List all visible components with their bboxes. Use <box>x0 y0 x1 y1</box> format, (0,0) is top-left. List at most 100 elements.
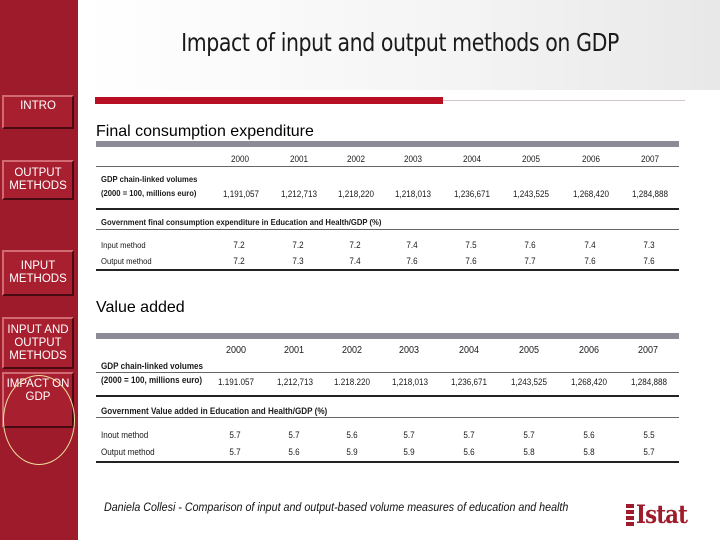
output-method-value: 5.7 <box>643 447 655 457</box>
input-method-value: 7.4 <box>406 240 418 250</box>
input-method-value: 5.6 <box>583 430 595 440</box>
output-method-value: 7.4 <box>349 256 361 266</box>
output-method-label: Output method <box>101 447 155 457</box>
year-header: 2003 <box>403 154 423 164</box>
year-header: 2006 <box>581 154 601 164</box>
year-header: 2005 <box>521 154 541 164</box>
consumption-table: 2000 2001 2002 2003 2004 2005 2006 2007 … <box>96 140 679 272</box>
table-header-bar <box>96 141 679 147</box>
input-method-value: 7.4 <box>584 240 596 250</box>
year-header: 2006 <box>578 345 600 356</box>
output-method-value: 5.9 <box>346 447 358 457</box>
section-heading-consumption: Final consumption expenditure <box>96 123 314 140</box>
nav-impact-on-gdp-button[interactable]: IMPACT ON GDP <box>2 372 74 428</box>
gdp-unit-label: (2000 = 100, millions euro) <box>101 188 197 198</box>
title-divider <box>443 100 685 101</box>
year-header: 2007 <box>637 345 659 356</box>
table-rule <box>96 229 679 230</box>
table-rule <box>96 417 679 418</box>
istat-logo-mark <box>626 504 634 526</box>
input-method-value: 5.5 <box>643 430 655 440</box>
output-method-value: 7.3 <box>292 256 304 266</box>
year-header: 2004 <box>462 154 482 164</box>
table-rule <box>96 208 679 210</box>
year-header: 2000 <box>230 154 250 164</box>
table-rule <box>96 166 679 167</box>
input-method-value: 7.3 <box>643 240 655 250</box>
gdp-value: 1,236,671 <box>453 189 491 199</box>
input-method-value: 5.7 <box>403 430 415 440</box>
section-heading-value-added: Value added <box>96 299 185 316</box>
gdp-unit-label: (2000 = 100, millions euro) <box>101 375 203 385</box>
input-method-value: 5.7 <box>523 430 535 440</box>
gdp-value: 1,284,888 <box>630 377 668 387</box>
gdp-value: 1,191,057 <box>222 189 260 199</box>
output-method-value: 5.6 <box>463 447 475 457</box>
input-method-value: 5.7 <box>288 430 300 440</box>
title-background <box>80 0 720 90</box>
year-header: 2002 <box>341 345 363 356</box>
nav-input-and-output-methods-button[interactable]: INPUT AND OUTPUT METHODS <box>2 317 74 369</box>
gdp-label: GDP chain-linked volumes <box>101 361 204 371</box>
input-method-value: 7.2 <box>233 240 245 250</box>
gdp-value: 1.218.220 <box>333 377 371 387</box>
year-header: 2001 <box>283 345 305 356</box>
output-method-value: 7.6 <box>643 256 655 266</box>
output-method-value: 7.6 <box>406 256 418 266</box>
gdp-value: 1,212,713 <box>280 189 318 199</box>
gdp-value: 1,218,220 <box>337 189 375 199</box>
input-method-value: 5.7 <box>463 430 475 440</box>
gdp-value: 1,212,713 <box>276 377 314 387</box>
nav-output-methods-button[interactable]: OUTPUT METHODS <box>2 160 74 200</box>
share-label: Government Value added in Education and … <box>101 406 328 416</box>
input-method-value: 7.5 <box>465 240 477 250</box>
year-header: 2001 <box>289 154 309 164</box>
value-added-table: 2000 2001 2002 2003 2004 2005 2006 2007 … <box>96 333 679 465</box>
year-header: 2007 <box>640 154 660 164</box>
title-accent-bar <box>95 97 443 104</box>
year-header: 2002 <box>346 154 366 164</box>
footer-citation: Daniela Collesi - Comparison of input an… <box>104 502 569 514</box>
output-method-value: 7.7 <box>524 256 536 266</box>
output-method-value: 5.8 <box>583 447 595 457</box>
sidebar: INTRO OUTPUT METHODS INPUT METHODS INPUT… <box>0 0 78 540</box>
gdp-value: 1,268,420 <box>570 377 608 387</box>
gdp-value: 1,218,013 <box>391 377 429 387</box>
input-method-value: 5.6 <box>346 430 358 440</box>
input-method-value: 5.7 <box>229 430 241 440</box>
table-rule <box>96 461 679 463</box>
year-header: 2005 <box>518 345 540 356</box>
gdp-value: 1,284,888 <box>631 189 669 199</box>
output-method-value: 7.6 <box>465 256 477 266</box>
gdp-value: 1,218,013 <box>394 189 432 199</box>
table-header-bar <box>96 333 679 339</box>
input-method-value: 7.2 <box>292 240 304 250</box>
input-method-value: 7.2 <box>349 240 361 250</box>
output-method-value: 5.9 <box>403 447 415 457</box>
gdp-value: 1.191.057 <box>217 377 255 387</box>
input-method-label: Inout method <box>101 430 149 440</box>
gdp-value: 1,236,671 <box>450 377 488 387</box>
nav-input-methods-button[interactable]: INPUT METHODS <box>2 250 74 296</box>
input-method-value: 7.6 <box>524 240 536 250</box>
input-method-label: Input method <box>101 240 146 250</box>
output-method-value: 5.7 <box>229 447 241 457</box>
gdp-value: 1,243,525 <box>510 377 548 387</box>
year-header: 2000 <box>225 345 247 356</box>
output-method-value: 5.8 <box>523 447 535 457</box>
gdp-label: GDP chain-linked volumes <box>101 174 198 184</box>
gdp-value: 1,243,525 <box>512 189 550 199</box>
gdp-value: 1,268,420 <box>572 189 610 199</box>
table-rule <box>96 372 679 373</box>
nav-intro-button[interactable]: INTRO <box>2 95 74 129</box>
year-header: 2003 <box>398 345 420 356</box>
table-rule <box>96 395 679 397</box>
output-method-value: 7.6 <box>584 256 596 266</box>
output-method-value: 7.2 <box>233 256 245 266</box>
year-header: 2004 <box>458 345 480 356</box>
page-title: Impact of input and output methods on GD… <box>181 28 619 57</box>
output-method-value: 5.6 <box>288 447 300 457</box>
share-label: Government final consumption expenditure… <box>101 217 382 227</box>
table-rule <box>96 269 679 271</box>
